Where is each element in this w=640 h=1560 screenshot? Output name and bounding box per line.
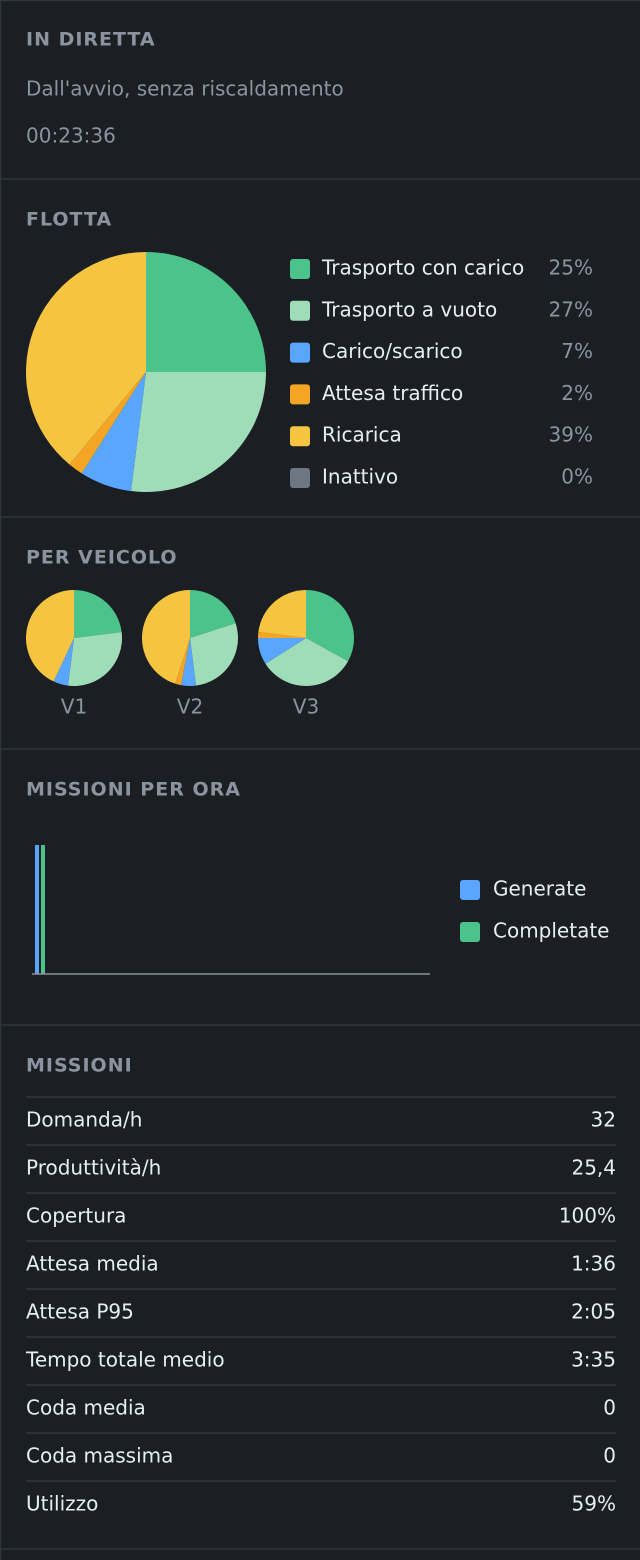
legend-label: Completate	[493, 919, 609, 943]
pie-slice	[67, 631, 122, 686]
legend-swatch	[290, 468, 310, 488]
value-label: 0%	[561, 465, 593, 489]
row-label: Tempo totale medio	[25, 1348, 225, 1372]
pie-slice	[81, 372, 146, 492]
legend-label: Inattivo	[322, 465, 398, 489]
row-value: 2:05	[571, 1300, 616, 1324]
pie-slice	[258, 590, 306, 638]
value-label: 7%	[561, 339, 593, 363]
legend-label: Trasporto a vuoto	[321, 297, 497, 321]
section-title: IN DIRETTA	[26, 29, 156, 51]
pie-slice	[175, 638, 190, 686]
legend-swatch	[290, 259, 310, 279]
row-label: Coda media	[26, 1396, 146, 1420]
pie-slice	[26, 590, 74, 682]
legend-swatch	[290, 384, 310, 405]
legend-label: Trasporto con carico	[321, 256, 524, 280]
pie-slice	[265, 638, 349, 686]
pie-label: V2	[177, 695, 203, 719]
pie-slice	[306, 590, 355, 662]
row-value: 3:35	[571, 1348, 616, 1372]
pie-slice	[74, 590, 122, 638]
pie-label: V3	[293, 695, 319, 719]
pie-slice	[142, 590, 190, 684]
row-label: Copertura	[26, 1204, 126, 1228]
pie-slice	[130, 372, 266, 493]
legend-label: Ricarica	[322, 423, 402, 447]
value-label: 27%	[549, 297, 593, 321]
row-label: Attesa media	[26, 1252, 159, 1276]
row-label: Coda massima	[26, 1444, 173, 1468]
row-value: 59%	[572, 1492, 616, 1516]
row-value: 1:36	[571, 1252, 616, 1276]
pie-slice	[146, 252, 266, 372]
section-title: MISSIONI	[26, 1055, 133, 1077]
legend-label: Carico/scarico	[322, 339, 463, 363]
elapsed-time: 00:23:36	[26, 124, 116, 148]
legend-swatch	[290, 300, 310, 321]
row-label: Produttività/h	[26, 1156, 161, 1180]
legend-label: Generate	[493, 877, 586, 901]
pie-label: V1	[61, 695, 87, 719]
bar	[35, 845, 39, 974]
pie-slice	[190, 623, 238, 686]
section-title: FLOTTA	[26, 209, 112, 231]
section-title: MISSIONI PER ORA	[26, 779, 241, 801]
pie-slice	[53, 638, 74, 686]
row-value: 0	[603, 1444, 616, 1468]
pie-slice	[190, 590, 236, 638]
pie-slice	[258, 638, 306, 664]
row-label: Utilizzo	[26, 1492, 98, 1516]
value-label: 25%	[549, 256, 593, 280]
bar	[41, 845, 45, 974]
row-value: 0	[603, 1396, 616, 1420]
legend-swatch	[460, 922, 480, 942]
subtitle: Dall'avvio, senza riscaldamento	[26, 77, 344, 101]
legend-label: Attesa traffico	[322, 381, 463, 405]
value-label: 39%	[549, 423, 593, 447]
value-label: 2%	[561, 381, 593, 405]
row-value: 32	[591, 1108, 616, 1132]
row-label: Attesa P95	[26, 1300, 134, 1324]
pie-slice	[258, 631, 306, 638]
row-value: 25,4	[571, 1156, 616, 1180]
section-title: PER VEICOLO	[26, 547, 178, 569]
pie-slice	[181, 638, 197, 686]
legend-swatch	[290, 342, 310, 363]
row-label: Domanda/h	[26, 1108, 142, 1132]
legend-swatch	[290, 426, 310, 447]
pie-slice	[69, 372, 146, 474]
row-value: 100%	[559, 1204, 616, 1228]
pie-slice	[26, 251, 146, 465]
legend-swatch	[460, 880, 480, 900]
